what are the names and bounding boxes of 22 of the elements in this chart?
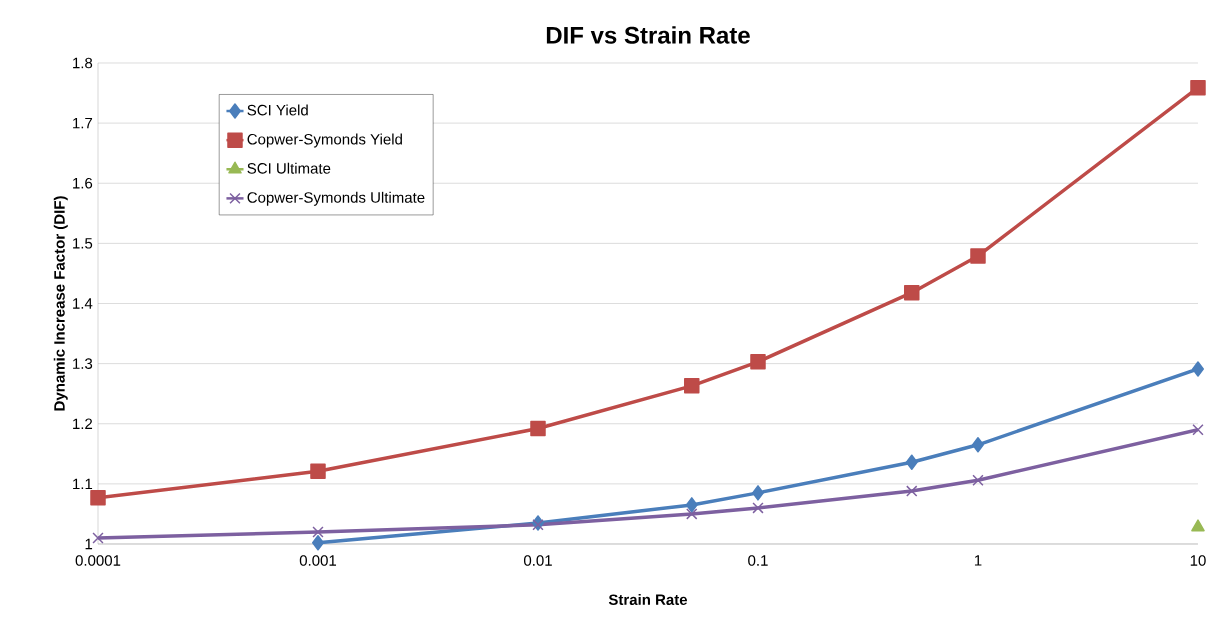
legend-label: Copwer-Symonds Yield bbox=[247, 133, 402, 148]
x-tick-label: 10 bbox=[1190, 555, 1206, 566]
y-tick-label: 1 bbox=[85, 538, 93, 550]
legend-label: Copwer-Symonds Ultimate bbox=[247, 191, 425, 206]
y-tick-label: 1.6 bbox=[73, 177, 93, 189]
x-tick-label: 1 bbox=[974, 555, 982, 566]
legend-label: SCI Ultimate bbox=[247, 162, 331, 174]
y-tick-label: 1.4 bbox=[73, 298, 93, 309]
y-tick-label: 1.3 bbox=[73, 358, 93, 369]
y-tick-label: 1.2 bbox=[73, 418, 93, 429]
legend-label: SCI Yield bbox=[247, 104, 308, 116]
x-tick-label: 0.0001 bbox=[75, 555, 121, 566]
x-tick-label: 0.1 bbox=[748, 555, 768, 566]
y-tick-label: 1.5 bbox=[73, 238, 93, 249]
y-axis-title: Dynamic Increase Factor (DIF) bbox=[53, 196, 68, 411]
y-tick-label: 1.7 bbox=[73, 117, 93, 129]
x-axis-title: Strain Rate bbox=[608, 594, 688, 606]
x-tick-label: 0.001 bbox=[299, 555, 337, 566]
x-tick-label: 0.01 bbox=[523, 555, 552, 566]
y-tick-label: 1.8 bbox=[73, 57, 93, 69]
y-tick-label: 1.1 bbox=[73, 478, 93, 490]
chart-title: DIF vs Strain Rate bbox=[546, 26, 750, 44]
